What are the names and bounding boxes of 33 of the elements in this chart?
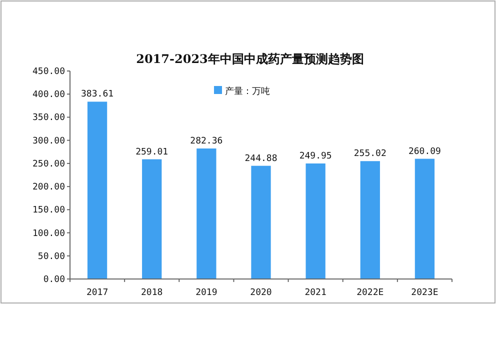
- chart-title: 2017-2023年中国中成药产量预测趋势图: [136, 52, 364, 66]
- bar: [142, 159, 162, 279]
- data-label: 260.09: [408, 146, 441, 157]
- data-label: 282.36: [190, 136, 223, 146]
- x-tick-label: 2018: [141, 288, 163, 298]
- y-tick-label: 350.00: [32, 113, 65, 124]
- y-tick-label: 300.00: [32, 136, 65, 146]
- legend-label: 产量：万吨: [225, 86, 270, 97]
- bar: [196, 148, 216, 279]
- data-label: 249.95: [299, 151, 332, 162]
- y-tick-label: 450.00: [32, 67, 65, 77]
- x-tick-label: 2023E: [411, 288, 438, 298]
- bar: [87, 102, 108, 279]
- y-tick-label: 150.00: [32, 206, 65, 216]
- data-label: 255.02: [354, 149, 386, 160]
- x-tick-label: 2022E: [356, 288, 384, 298]
- data-label: 259.01: [136, 147, 168, 158]
- y-tick-label: 250.00: [32, 159, 65, 170]
- data-label: 383.61: [81, 90, 114, 100]
- y-tick-label: 200.00: [32, 182, 65, 193]
- x-tick-label: 2020: [250, 288, 272, 298]
- x-tick-label: 2019: [196, 288, 218, 298]
- bar: [414, 158, 435, 279]
- data-label: 244.88: [244, 154, 278, 164]
- x-tick-label: 2017: [86, 288, 108, 298]
- bar: [306, 163, 326, 279]
- y-tick-label: 100.00: [32, 228, 65, 239]
- y-tick-label: 50.00: [38, 252, 65, 262]
- y-tick-label: 0.00: [43, 275, 65, 285]
- x-tick-label: 2021: [304, 288, 326, 298]
- y-tick-label: 400.00: [32, 90, 65, 100]
- bar: [251, 166, 271, 279]
- bar: [360, 161, 380, 279]
